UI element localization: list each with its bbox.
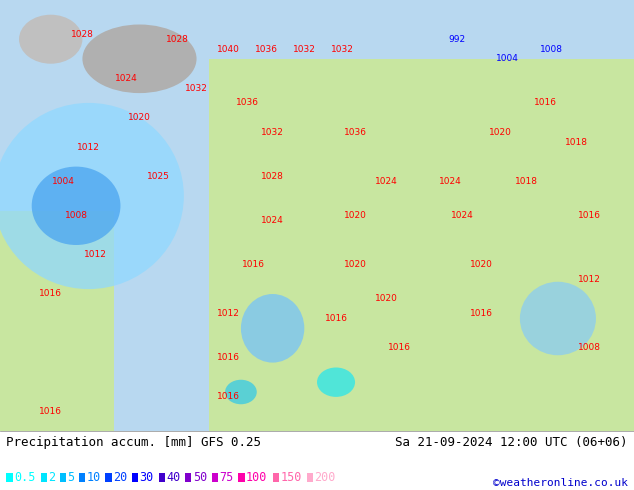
Bar bbox=[0, 431, 634, 490]
Text: 1020: 1020 bbox=[375, 294, 398, 303]
Text: 200: 200 bbox=[314, 471, 336, 484]
Text: 1008: 1008 bbox=[540, 45, 563, 53]
Text: 1036: 1036 bbox=[236, 98, 259, 107]
Bar bbox=[105, 473, 112, 482]
Text: 20: 20 bbox=[113, 471, 127, 484]
Bar bbox=[0, 0, 634, 431]
Text: Precipitation accum. [mm] GFS 0.25: Precipitation accum. [mm] GFS 0.25 bbox=[6, 436, 261, 449]
Text: 1025: 1025 bbox=[147, 172, 170, 181]
Text: 1018: 1018 bbox=[566, 138, 588, 147]
Text: ©weatheronline.co.uk: ©weatheronline.co.uk bbox=[493, 478, 628, 488]
Text: 1016: 1016 bbox=[39, 407, 62, 416]
Text: 1024: 1024 bbox=[375, 177, 398, 186]
Text: 1040: 1040 bbox=[217, 45, 240, 53]
Text: 1032: 1032 bbox=[185, 84, 208, 93]
Text: 1016: 1016 bbox=[242, 260, 265, 269]
Bar bbox=[0, 211, 114, 431]
Text: 100: 100 bbox=[246, 471, 268, 484]
Text: 5: 5 bbox=[67, 471, 74, 484]
Text: 150: 150 bbox=[280, 471, 302, 484]
Text: 1036: 1036 bbox=[255, 45, 278, 53]
Text: 30: 30 bbox=[139, 471, 153, 484]
Text: 1016: 1016 bbox=[578, 211, 601, 220]
Text: 1032: 1032 bbox=[331, 45, 354, 53]
Text: 1024: 1024 bbox=[451, 211, 474, 220]
Text: 1004: 1004 bbox=[496, 54, 519, 63]
Text: 1012: 1012 bbox=[578, 275, 601, 284]
Text: 1012: 1012 bbox=[84, 250, 107, 259]
Text: 2: 2 bbox=[48, 471, 55, 484]
Text: 1024: 1024 bbox=[261, 216, 284, 225]
Text: 1032: 1032 bbox=[261, 128, 284, 137]
Text: 1016: 1016 bbox=[217, 353, 240, 362]
Text: 1016: 1016 bbox=[217, 392, 240, 401]
Ellipse shape bbox=[241, 294, 304, 363]
Bar bbox=[212, 473, 218, 482]
Ellipse shape bbox=[225, 380, 257, 404]
Text: 75: 75 bbox=[219, 471, 233, 484]
Text: 1012: 1012 bbox=[217, 309, 240, 318]
Text: 1020: 1020 bbox=[489, 128, 512, 137]
Ellipse shape bbox=[19, 15, 82, 64]
Bar bbox=[307, 473, 313, 482]
Text: 1024: 1024 bbox=[439, 177, 462, 186]
Bar bbox=[158, 473, 165, 482]
Bar bbox=[273, 473, 279, 482]
Ellipse shape bbox=[520, 282, 596, 355]
Bar bbox=[238, 473, 245, 482]
Text: 1032: 1032 bbox=[293, 45, 316, 53]
Text: 1008: 1008 bbox=[65, 211, 87, 220]
Text: 40: 40 bbox=[166, 471, 180, 484]
Text: 1024: 1024 bbox=[115, 74, 138, 83]
Bar bbox=[79, 473, 85, 482]
Bar bbox=[41, 473, 47, 482]
Text: 1036: 1036 bbox=[344, 128, 366, 137]
Text: 1016: 1016 bbox=[39, 290, 62, 298]
Text: 1028: 1028 bbox=[261, 172, 284, 181]
Text: 1016: 1016 bbox=[470, 309, 493, 318]
Bar bbox=[60, 473, 66, 482]
Bar bbox=[132, 473, 138, 482]
Text: 1008: 1008 bbox=[578, 343, 601, 352]
Ellipse shape bbox=[82, 24, 197, 93]
Text: 1028: 1028 bbox=[71, 30, 94, 39]
Text: 1018: 1018 bbox=[515, 177, 538, 186]
Text: 50: 50 bbox=[193, 471, 207, 484]
Text: 10: 10 bbox=[86, 471, 100, 484]
Text: 1020: 1020 bbox=[470, 260, 493, 269]
Bar bbox=[6, 473, 13, 482]
Text: 1012: 1012 bbox=[77, 143, 100, 151]
Ellipse shape bbox=[32, 167, 120, 245]
Ellipse shape bbox=[317, 368, 355, 397]
Bar bbox=[185, 473, 191, 482]
Text: 1020: 1020 bbox=[344, 260, 366, 269]
Text: 992: 992 bbox=[448, 35, 465, 44]
Text: 1016: 1016 bbox=[325, 314, 347, 323]
Text: 0.5: 0.5 bbox=[14, 471, 36, 484]
Text: 1016: 1016 bbox=[534, 98, 557, 107]
Text: Sa 21-09-2024 12:00 UTC (06+06): Sa 21-09-2024 12:00 UTC (06+06) bbox=[395, 436, 628, 449]
Text: 1028: 1028 bbox=[166, 35, 189, 44]
Bar bbox=[209, 59, 634, 431]
Text: 1020: 1020 bbox=[128, 113, 151, 122]
Text: 1004: 1004 bbox=[52, 177, 75, 186]
Text: 1020: 1020 bbox=[344, 211, 366, 220]
Text: 1016: 1016 bbox=[388, 343, 411, 352]
Ellipse shape bbox=[0, 103, 184, 289]
